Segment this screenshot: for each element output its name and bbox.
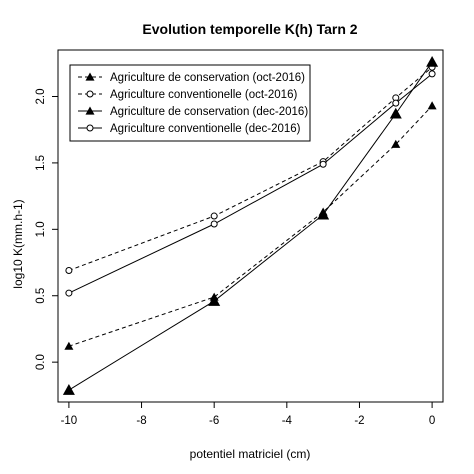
circle-marker	[320, 161, 326, 167]
x-ticks: -10 -8 -6 -4 -2 0	[61, 402, 436, 427]
y-axis: 0.0 0.5 1.0 1.5 2.0 log10 K(mm.h-1)	[11, 88, 58, 370]
x-tick-label: -4	[282, 415, 293, 427]
series-line	[69, 106, 432, 346]
x-axis: -10 -8 -6 -4 -2 0 potentiel matriciel (cm)	[61, 402, 436, 461]
legend-item: Agriculture de conservation (dec-2016)	[78, 106, 308, 118]
x-tick-label: -6	[209, 415, 219, 427]
triangle-marker	[426, 56, 438, 67]
x-tick-label: -8	[136, 415, 146, 427]
legend: Agriculture de conservation (oct-2016) Ag…	[70, 65, 310, 141]
circle-marker	[87, 125, 93, 131]
legend-label: Agriculture de conservation (oct-2016)	[110, 72, 305, 84]
legend-item: Agriculture conventionelle (oct-2016)	[78, 89, 297, 101]
x-tick-label: -10	[61, 415, 78, 427]
y-tick-label: 0.5	[35, 288, 47, 304]
circle-marker	[393, 100, 399, 106]
legend-item: Agriculture de conservation (oct-2016)	[78, 72, 305, 84]
legend-item: Agriculture conventionelle (dec-2016)	[78, 123, 301, 135]
y-ticks: 0.0 0.5 1.0 1.5 2.0	[35, 88, 58, 370]
x-tick-label: 0	[429, 415, 435, 427]
y-tick-label: 1.0	[35, 221, 47, 237]
circle-marker	[87, 91, 93, 97]
circle-marker	[66, 267, 72, 273]
y-tick-label: 0.0	[35, 354, 47, 370]
x-tick-label: -2	[354, 415, 364, 427]
circle-marker	[429, 71, 435, 77]
legend-label: Agriculture conventionelle (oct-2016)	[110, 89, 297, 101]
y-axis-label: log10 K(mm.h-1)	[11, 199, 25, 288]
legend-label: Agriculture de conservation (dec-2016)	[110, 106, 308, 118]
triangle-marker	[317, 209, 329, 220]
y-tick-label: 2.0	[35, 88, 47, 104]
chart-title: Evolution temporelle K(h) Tarn 2	[142, 21, 357, 37]
legend-label: Agriculture conventionelle (dec-2016)	[110, 123, 301, 135]
triangle-marker	[64, 342, 73, 350]
triangle-marker	[390, 108, 402, 119]
triangle-marker	[63, 384, 75, 395]
circle-marker	[66, 290, 72, 296]
circle-marker	[211, 221, 217, 227]
triangle-marker	[428, 101, 437, 109]
circle-marker	[211, 213, 217, 219]
y-tick-label: 1.5	[35, 155, 47, 171]
x-axis-label: potentiel matriciel (cm)	[190, 447, 311, 461]
